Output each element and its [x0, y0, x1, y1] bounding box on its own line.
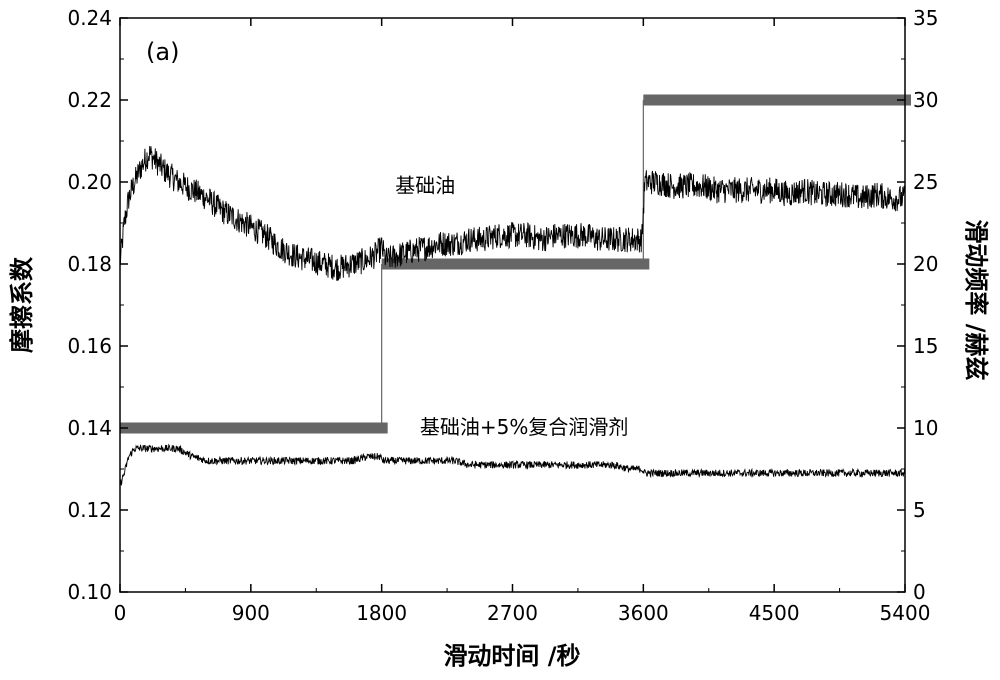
- y-tick-label-2: 0.14: [67, 416, 112, 440]
- y2-tick-label-1: 5: [913, 498, 926, 522]
- y-tick-label-4: 0.18: [67, 252, 112, 276]
- annotation-base-oil-additive: 基础油+5%复合润滑剂: [420, 415, 629, 439]
- sliding-frequency-layer: [120, 94, 911, 434]
- friction-coefficient-layer: [119, 145, 906, 488]
- y-tick-label-5: 0.20: [67, 170, 112, 194]
- x-tick-label-0: 0: [114, 601, 127, 625]
- y2-tick-label-7: 35: [913, 6, 938, 30]
- y2-tick-label-0: 0: [913, 580, 926, 604]
- y-axis-title: 摩擦系数: [8, 256, 36, 353]
- x-tick-label-5: 4500: [749, 601, 800, 625]
- y2-tick-label-4: 20: [913, 252, 938, 276]
- x-tick-label-6: 5400: [880, 601, 931, 625]
- x-tick-label-4: 3600: [618, 601, 669, 625]
- x-tick-label-2: 1800: [356, 601, 407, 625]
- y-tick-label-6: 0.22: [67, 88, 112, 112]
- axis-ticks: 0 900 1800 2700 3600 4500 5400 0.10 0.12 0.14 0.16…: [67, 6, 938, 625]
- base-oil-additive-line: [119, 443, 906, 488]
- base-oil-line: [119, 145, 906, 281]
- annotation-base-oil: 基础油: [395, 173, 455, 197]
- x-axis-title: 滑动时间 /秒: [443, 642, 580, 670]
- y-tick-label-0: 0.10: [67, 580, 112, 604]
- y2-tick-label-5: 25: [913, 170, 938, 194]
- y-tick-label-1: 0.12: [67, 498, 112, 522]
- y-tick-label-3: 0.16: [67, 334, 112, 358]
- y2-tick-label-2: 10: [913, 416, 938, 440]
- y2-tick-label-3: 15: [913, 334, 938, 358]
- x-tick-label-1: 900: [232, 601, 270, 625]
- y-tick-label-7: 0.24: [67, 6, 112, 30]
- panel-label: (a): [146, 38, 179, 66]
- x-tick-label-3: 2700: [487, 601, 538, 625]
- y2-tick-label-6: 30: [913, 88, 938, 112]
- y2-axis-title: 滑动频率 /赫兹: [962, 219, 990, 380]
